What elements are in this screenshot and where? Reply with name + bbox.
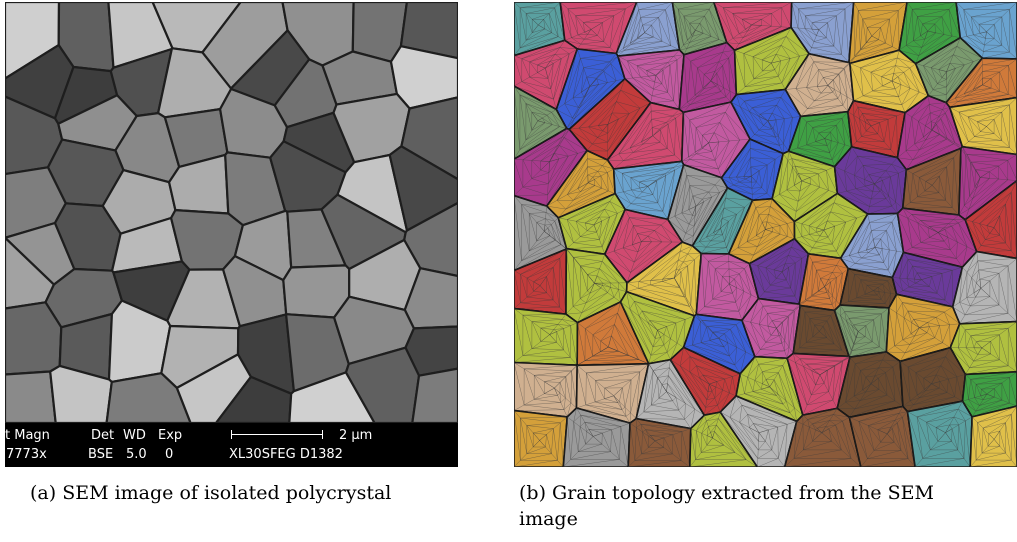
- mesh-grain: [559, 2, 638, 55]
- mesh-grain: [955, 2, 1017, 60]
- exp-label: Exp: [158, 428, 183, 443]
- mesh-grain: [627, 417, 692, 467]
- mesh-grain: [514, 409, 569, 467]
- instrument-label: XL30SFEG D1382: [229, 447, 343, 462]
- wd-value: 5.0: [126, 447, 147, 462]
- scale-label: 2 µm: [339, 428, 373, 443]
- mesh-grain: [848, 2, 908, 65]
- mesh-grain: [836, 351, 904, 419]
- mesh-grain: [896, 207, 978, 269]
- sem-grain: [388, 145, 458, 232]
- mesh-grain: [945, 57, 1017, 109]
- panel-a: t Magn 7773x Det BSE WD 5.0 Exp 0 2 µm X…: [5, 2, 458, 467]
- mesh-grain: [730, 88, 802, 155]
- sem-grain: [5, 370, 57, 423]
- magn-label: t Magn: [5, 428, 50, 443]
- caption-b-line1: (b) Grain topology extracted from the SE…: [519, 482, 934, 504]
- grain-mesh-image: [514, 2, 1017, 467]
- mesh-grain: [678, 41, 738, 114]
- det-label: Det: [91, 428, 115, 443]
- wd-label: WD: [123, 428, 146, 443]
- caption-a: (a) SEM image of isolated polycrystal: [30, 482, 392, 504]
- mesh-grain: [848, 405, 916, 467]
- scale-bar: [231, 430, 323, 439]
- det-value: BSE: [88, 447, 114, 462]
- mesh-grain: [514, 307, 579, 367]
- mesh-grain: [833, 146, 908, 215]
- caption-b-line2: image: [519, 508, 578, 530]
- mesh-grain: [914, 36, 984, 104]
- mesh-grain: [514, 361, 579, 418]
- mesh-grain: [741, 297, 802, 360]
- mesh-grain: [748, 237, 810, 306]
- mesh-grain: [898, 2, 962, 65]
- mesh-grain: [896, 94, 964, 171]
- sem-info-bar: t Magn 7773x Det BSE WD 5.0 Exp 0 2 µm X…: [5, 423, 458, 467]
- magn-value: 7773x: [6, 447, 47, 462]
- mesh-grain: [906, 400, 973, 467]
- sem-grain: [5, 301, 63, 376]
- caption-b: (b) Grain topology extracted from the SE…: [519, 480, 1017, 532]
- exp-value: 0: [165, 447, 174, 462]
- panel-b: [514, 2, 1017, 467]
- sem-grain: [411, 367, 458, 423]
- sem-grain: [399, 2, 458, 60]
- mesh-grain: [712, 2, 793, 52]
- grain-topology-mesh: [514, 2, 1017, 467]
- sem-image: [5, 2, 458, 423]
- mesh-grain: [695, 252, 760, 322]
- sem-grain-image: [5, 2, 458, 423]
- mesh-grain: [562, 407, 631, 467]
- mesh-grain: [969, 405, 1017, 467]
